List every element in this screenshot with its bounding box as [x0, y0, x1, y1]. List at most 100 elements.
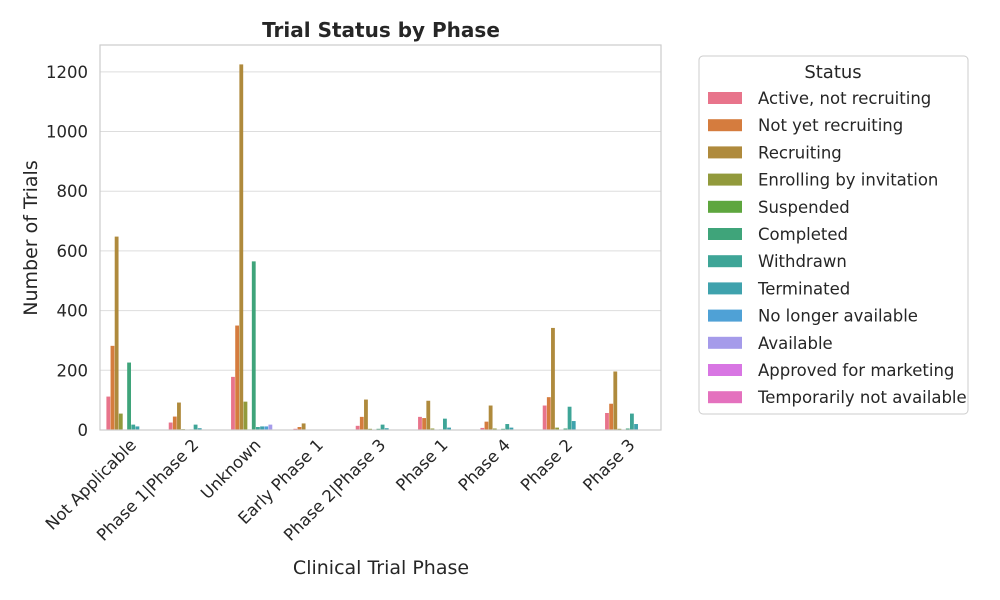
legend: Status Active, not recruiting Not yet rec… [698, 55, 969, 415]
bar [563, 428, 568, 430]
legend-swatch [708, 255, 742, 268]
bar [251, 261, 256, 430]
bar [243, 401, 248, 430]
bar [301, 423, 306, 430]
y-tick-label: 200 [57, 361, 89, 380]
x-axis-label: Clinical Trial Phase [293, 557, 469, 579]
legend-swatch [708, 336, 742, 349]
legend-swatch [708, 173, 742, 186]
legend-swatch [708, 119, 742, 132]
bar [488, 405, 493, 430]
legend-label: Suspended [758, 198, 850, 217]
bar [106, 396, 111, 430]
bar [231, 376, 235, 430]
x-tick-label: Phase 3 [579, 435, 638, 494]
bar [625, 428, 630, 430]
bar [110, 345, 115, 430]
bar [426, 400, 431, 430]
legend-label: Not yet recruiting [758, 116, 903, 135]
bar [555, 427, 560, 430]
legend-swatch [708, 364, 742, 376]
bar [384, 428, 389, 430]
bar [546, 397, 551, 430]
legend-label: Temporarily not available [757, 388, 967, 407]
legend-label: Withdrawn [758, 252, 847, 271]
bar [127, 362, 132, 430]
y-axis-label: Number of Trials [20, 160, 42, 315]
legend-label: Completed [758, 225, 848, 244]
bar [542, 405, 547, 430]
bar [629, 413, 634, 430]
legend-label: Active, not recruiting [758, 89, 931, 108]
bar [364, 399, 368, 430]
bar [235, 325, 240, 430]
legend-title: Status [804, 62, 861, 83]
legend-frame [698, 55, 969, 415]
y-tick-label: 1000 [46, 123, 88, 142]
legend-label: Available [758, 334, 833, 353]
bar [480, 427, 485, 430]
bar [197, 428, 202, 430]
bar [605, 412, 609, 430]
bar [418, 416, 422, 430]
bar [609, 403, 614, 430]
legend-swatch [708, 228, 742, 240]
bar [430, 428, 435, 430]
bar [114, 236, 119, 430]
bar [118, 413, 123, 430]
legend-label: Approved for marketing [758, 361, 954, 380]
y-tick-label: 1200 [46, 63, 88, 82]
bar [492, 428, 497, 430]
y-tick-labels: 0 200 400 600 800 1000 1200 [46, 63, 88, 440]
bar [634, 424, 638, 430]
legend-swatch [708, 92, 742, 104]
bar [505, 424, 510, 430]
bar [268, 424, 273, 430]
bar [484, 421, 489, 430]
plot-frame [99, 44, 662, 431]
bars [106, 64, 638, 430]
bar [239, 64, 244, 430]
bar [567, 406, 572, 430]
bar [297, 427, 302, 430]
x-tick-label: Phase 2 [517, 435, 576, 494]
bar [442, 418, 447, 430]
legend-swatch [708, 309, 742, 322]
legend-swatch [708, 391, 742, 404]
x-tick-label: Phase 1 [392, 435, 451, 494]
legend-label: Enrolling by invitation [758, 171, 938, 190]
bar [571, 421, 576, 430]
legend-swatch [708, 282, 742, 295]
bar [509, 427, 514, 430]
bar [447, 427, 451, 430]
x-tick-label: Unknown [197, 435, 265, 503]
bar [551, 327, 555, 430]
bar [613, 371, 618, 430]
bar [422, 418, 427, 430]
bar [135, 426, 140, 430]
bar [264, 426, 269, 430]
y-tick-label: 600 [57, 242, 89, 261]
gridlines [100, 71, 661, 431]
bar [177, 402, 181, 430]
bar [355, 425, 360, 430]
bar [260, 426, 264, 430]
x-tick-label: Phase 4 [455, 435, 514, 494]
bar [359, 416, 364, 430]
bar [131, 424, 136, 430]
y-tick-label: 800 [57, 182, 89, 201]
bar [380, 424, 385, 430]
y-tick-label: 0 [78, 421, 89, 440]
y-tick-label: 400 [57, 302, 89, 321]
bar [168, 422, 173, 430]
bar [193, 424, 198, 430]
legend-swatch [708, 200, 742, 213]
legend-label: Recruiting [758, 143, 842, 162]
bar [172, 416, 177, 430]
legend-label: Terminated [757, 279, 850, 298]
legend-swatch [708, 146, 742, 159]
bar [255, 427, 260, 430]
chart-title: Trial Status by Phase [262, 18, 500, 42]
